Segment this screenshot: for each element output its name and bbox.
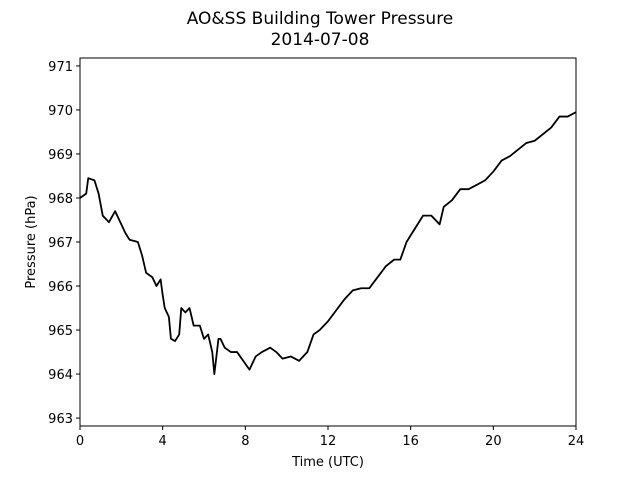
y-tick-label: 967 — [48, 236, 73, 251]
y-tick-label: 966 — [48, 280, 73, 295]
x-axis-label: Time (UTC) — [291, 455, 364, 470]
y-tick-label: 964 — [48, 368, 73, 383]
y-tick-label: 965 — [48, 324, 73, 339]
y-axis-label: Pressure (hPa) — [24, 195, 39, 288]
y-tick-label: 969 — [48, 148, 73, 163]
x-tick-label: 20 — [485, 434, 502, 449]
x-tick-label: 4 — [159, 434, 167, 449]
x-tick-label: 24 — [568, 434, 585, 449]
data-line — [79, 111, 577, 375]
chart-title: AO&SS Building Tower Pressure — [187, 9, 454, 29]
x-tick-label: 8 — [241, 434, 249, 449]
chart-subtitle: 2014-07-08 — [271, 30, 370, 50]
y-tick-label: 971 — [48, 60, 73, 75]
x-tick-label: 16 — [402, 434, 419, 449]
y-tick-label: 963 — [48, 412, 73, 427]
y-tick-label: 970 — [48, 104, 73, 119]
x-tick-label: 0 — [76, 434, 84, 449]
x-tick-label: 12 — [320, 434, 337, 449]
y-tick-label: 968 — [48, 192, 73, 207]
plot-frame — [79, 57, 577, 427]
